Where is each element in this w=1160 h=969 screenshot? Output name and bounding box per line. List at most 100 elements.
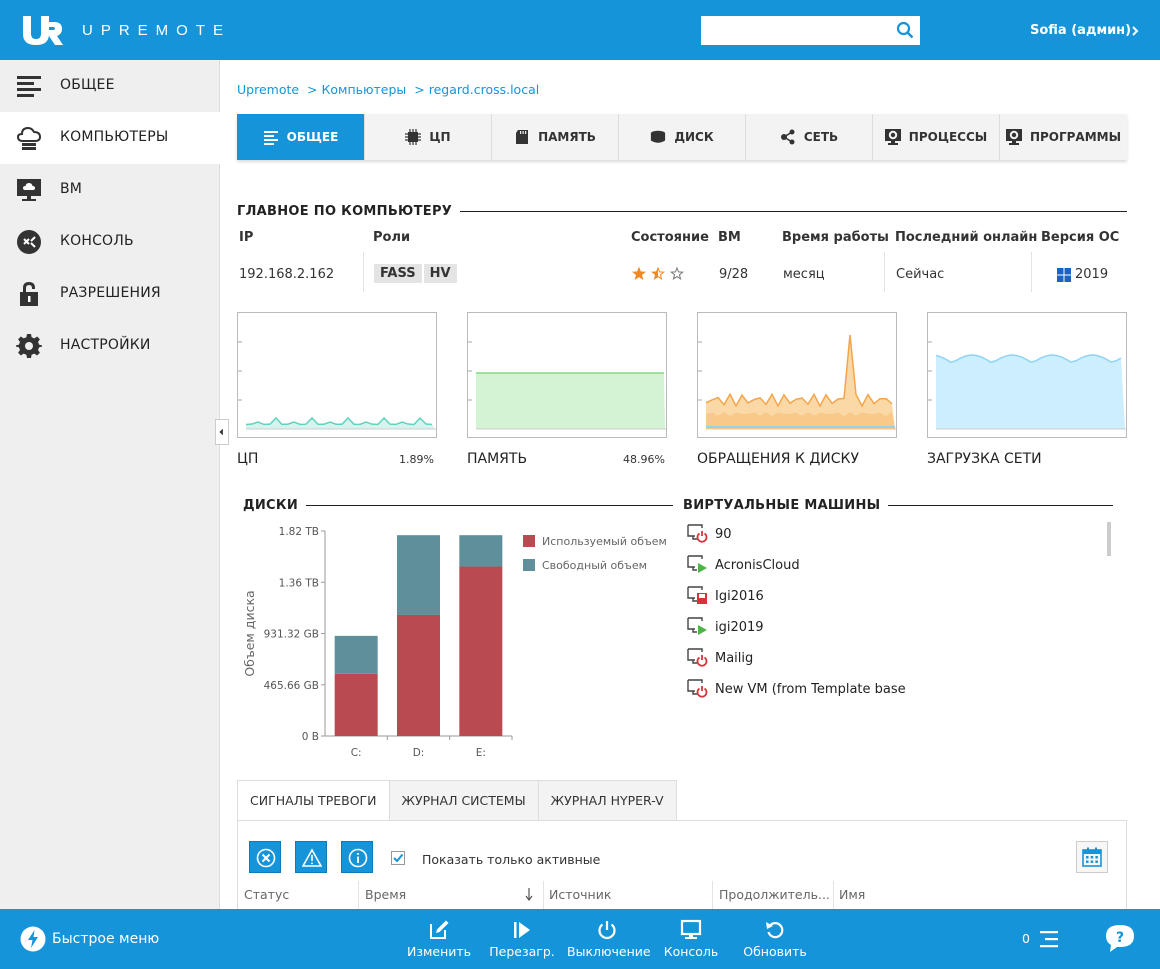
sidebar-item-vm[interactable]: ВМ — [0, 164, 220, 216]
brand-name: UPREMOTE — [82, 22, 232, 39]
network-icon — [780, 129, 795, 145]
tab-system-log[interactable]: ЖУРНАЛ СИСТЕМЫ — [388, 780, 539, 820]
bar-d-used[interactable] — [397, 614, 440, 736]
vms-title: ВИРТУАЛЬНЫЕ МАШИНЫ — [683, 498, 1113, 513]
restart-button[interactable]: Перезагр. — [482, 909, 562, 969]
chart-area-secondary — [706, 412, 895, 429]
y-tick-label: 931.32 GB — [264, 629, 319, 641]
sidebar-item-permissions[interactable]: РАЗРЕШЕНИЯ — [0, 268, 220, 320]
bar-c-free[interactable] — [334, 635, 378, 674]
vm-name: Mailig — [715, 650, 754, 666]
tab-label: ЦП — [429, 130, 451, 144]
tab-cpu[interactable]: ЦП — [365, 114, 492, 160]
disks-title-text: ДИСКИ — [243, 498, 299, 513]
x-tick-label: E: — [476, 747, 486, 759]
column-source[interactable]: Источник — [549, 887, 612, 902]
vm-list-item[interactable]: Igi2016 — [687, 584, 764, 608]
quick-menu-button[interactable]: Быстрое меню — [20, 926, 159, 952]
notifications-list-icon[interactable] — [1038, 928, 1060, 950]
show-active-checkbox[interactable] — [391, 851, 405, 865]
search-icon[interactable] — [896, 21, 914, 39]
breadcrumb-computers[interactable]: > Компьютеры — [307, 82, 407, 97]
cpu-chart-label: ЦП — [237, 451, 259, 467]
search-input[interactable] — [701, 16, 881, 45]
vm-list-scrollbar[interactable] — [1107, 522, 1111, 556]
uptime-value: месяц — [783, 267, 825, 282]
show-active-label[interactable]: Показать только активные — [422, 852, 601, 867]
sidebar-item-console[interactable]: КОНСОЛЬ — [0, 216, 220, 268]
shutdown-button[interactable]: Выключение — [567, 909, 651, 969]
sidebar-collapse-handle[interactable] — [215, 419, 229, 445]
vm-list-item[interactable]: Mailig — [687, 646, 753, 670]
sort-down-icon[interactable] — [524, 887, 534, 901]
legend-swatch — [523, 535, 535, 547]
quick-menu-label: Быстрое меню — [52, 931, 160, 947]
tab-general[interactable]: ОБЩЕЕ — [237, 114, 365, 160]
vm-list-item[interactable]: 90 — [687, 522, 732, 546]
sidebar-item-settings[interactable]: НАСТРОЙКИ — [0, 320, 220, 372]
chart-line — [245, 416, 433, 426]
filter-errors-button[interactable] — [249, 841, 281, 873]
bar-e-free[interactable] — [459, 535, 503, 567]
computers-icon — [16, 126, 42, 150]
column-status[interactable]: Статус — [244, 887, 290, 902]
tab-programs[interactable]: ПРОГРАММЫ — [1000, 114, 1127, 160]
tab-memory[interactable]: ПАМЯТЬ — [492, 114, 619, 160]
column-time[interactable]: Время — [365, 887, 407, 902]
tab-hyperv-log[interactable]: ЖУРНАЛ HYPER-V — [537, 780, 677, 820]
vm-list-item[interactable]: New VM (from Template base — [687, 677, 906, 701]
chevron-right-icon[interactable] — [1131, 26, 1139, 36]
disk-icon — [651, 130, 666, 143]
vm-name: New VM (from Template base — [715, 681, 906, 697]
upremote-logo-icon[interactable] — [20, 14, 64, 46]
calendar-button[interactable] — [1076, 841, 1108, 873]
divider — [358, 881, 359, 909]
os-version: 2019 — [1075, 267, 1109, 282]
column-duration[interactable]: Продолжитель... — [719, 887, 830, 902]
vm-list-item[interactable]: igi2019 — [687, 615, 764, 639]
bar-d-free[interactable] — [397, 535, 440, 615]
vm-list: 90 AcronisCloud Igi2016 igi2019 Mailig New VM… — [683, 522, 1113, 722]
tab-label: ОБЩЕЕ — [286, 130, 339, 144]
sidebar-item-label: РАЗРЕШЕНИЯ — [60, 285, 161, 301]
last-online-value: Сейчас — [896, 267, 945, 282]
user-menu[interactable]: Sofia (админ) — [1030, 23, 1132, 38]
top-bar: UPREMOTE Sofia (админ) — [0, 0, 1160, 60]
log-tabs: СИГНАЛЫ ТРЕВОГИ ЖУРНАЛ СИСТЕМЫ ЖУРНАЛ HY… — [237, 780, 677, 820]
tab-alarms[interactable]: СИГНАЛЫ ТРЕВОГИ — [237, 780, 390, 820]
memory-chart-label: ПАМЯТЬ — [467, 451, 528, 467]
power-icon — [598, 921, 616, 940]
ip-value: 192.168.2.162 — [239, 267, 335, 282]
edit-button[interactable]: Изменить — [399, 909, 479, 969]
tab-processes[interactable]: ПРОЦЕССЫ — [873, 114, 1000, 160]
help-icon[interactable]: ? — [1104, 923, 1136, 953]
refresh-button[interactable]: Обновить — [735, 909, 815, 969]
rating-star — [669, 266, 685, 280]
header-roles: Роли — [373, 230, 411, 245]
vm-saved-icon — [687, 586, 707, 604]
sidebar-item-general[interactable]: ОБЩЕЕ — [0, 60, 220, 112]
breadcrumb-upremote[interactable]: Upremote — [237, 82, 300, 97]
divider — [363, 252, 364, 292]
search-box — [701, 16, 920, 45]
breadcrumb-host[interactable]: > regard.cross.local — [414, 82, 540, 97]
edit-icon — [430, 920, 449, 939]
state-rating — [631, 266, 685, 286]
tab-disk[interactable]: ДИСК — [619, 114, 746, 160]
tab-network[interactable]: СЕТЬ — [746, 114, 873, 160]
error-circle-icon — [256, 848, 276, 868]
vm-list-item[interactable]: AcronisCloud — [687, 553, 800, 577]
tab-label: ПРОГРАММЫ — [1029, 130, 1122, 144]
chart-area — [706, 335, 895, 429]
filter-warnings-button[interactable] — [295, 841, 327, 873]
console-button[interactable]: Консоль — [651, 909, 731, 969]
column-name[interactable]: Имя — [839, 887, 866, 902]
bar-e-used[interactable] — [459, 566, 503, 736]
bar-c-used[interactable] — [334, 673, 378, 736]
header-state: Состояние — [631, 230, 709, 245]
filter-info-button[interactable] — [341, 841, 373, 873]
header-uptime: Время работы — [782, 230, 889, 245]
console-label: Консоль — [663, 944, 719, 959]
sidebar-item-computers[interactable]: КОМПЬЮТЕРЫ — [0, 112, 220, 164]
restart-icon — [514, 922, 530, 938]
